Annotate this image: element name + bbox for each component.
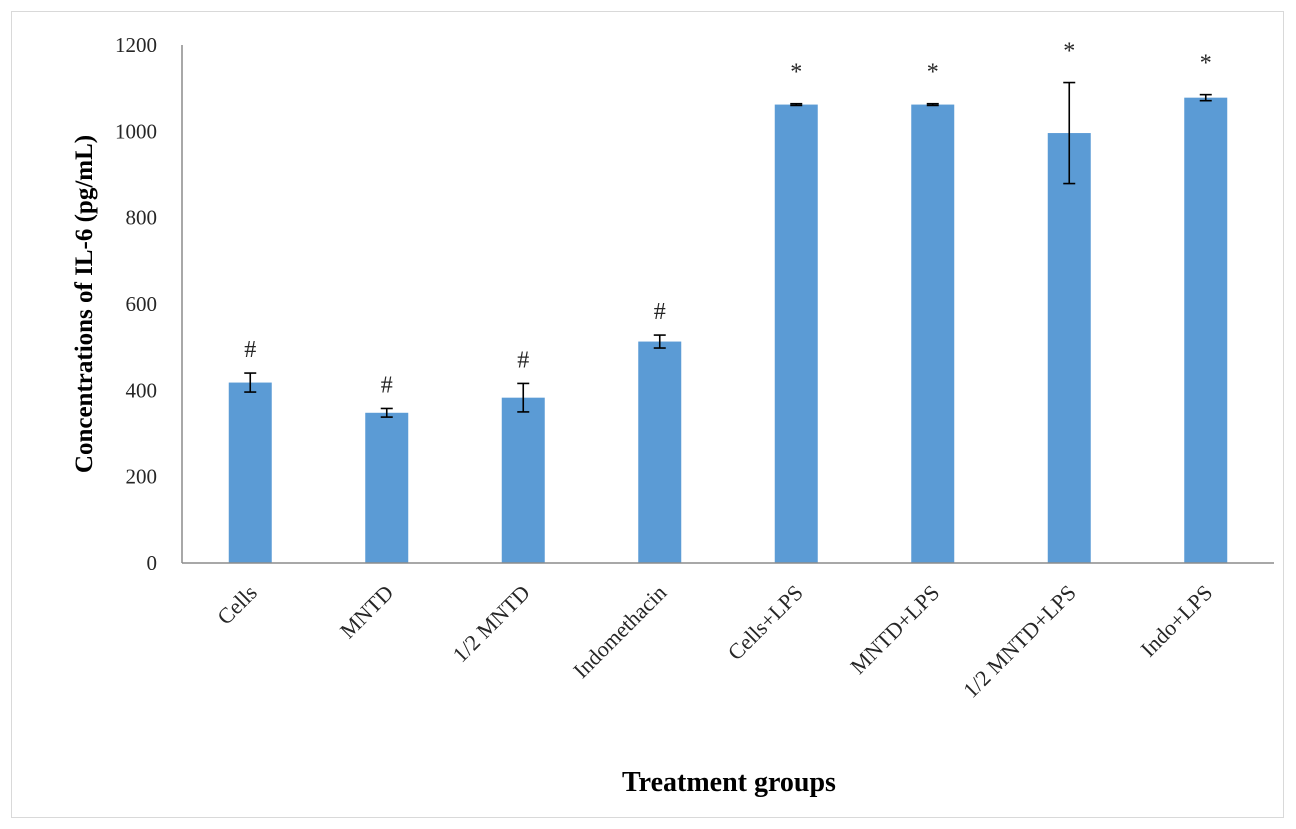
bar	[501, 397, 545, 563]
category-label: Cells	[212, 580, 262, 630]
significance-mark: #	[517, 347, 529, 373]
bar	[365, 412, 409, 563]
category-label: 1/2 MNTD	[448, 580, 535, 667]
bar	[638, 341, 682, 563]
y-tick-label: 200	[126, 465, 158, 489]
category-label: MNTD+LPS	[845, 580, 944, 679]
error-bars	[244, 81, 1212, 418]
y-tick-label: 800	[126, 206, 158, 230]
y-tick-label: 1200	[115, 33, 157, 57]
category-label: 1/2 MNTD+LPS	[958, 580, 1081, 703]
category-labels: Cells MNTD 1/2 MNTD Indomethacin Cells+LPS MN…	[212, 580, 1217, 703]
chart-frame: 0 200 400 600 800 1000 1200 # # # # * * * * Cells MNTD…	[11, 11, 1284, 818]
bars	[228, 97, 1228, 563]
category-label: Cells+LPS	[723, 580, 808, 665]
y-axis-title: Concentrations of IL-6 (pg/mL)	[71, 135, 98, 473]
bar	[228, 382, 272, 563]
category-label: Indomethacin	[568, 580, 671, 683]
significance-mark: *	[1063, 39, 1075, 65]
category-label: Indo+LPS	[1136, 580, 1218, 662]
category-label: MNTD	[335, 580, 398, 643]
y-tick-label: 1000	[115, 119, 157, 143]
bar-chart: 0 200 400 600 800 1000 1200 # # # # * * * * Cells MNTD…	[71, 33, 1274, 798]
x-axis-title: Treatment groups	[622, 767, 836, 798]
y-axis-ticks: 0 200 400 600 800 1000 1200	[115, 33, 157, 575]
bar	[1047, 133, 1091, 563]
significance-mark: *	[1200, 51, 1212, 77]
significance-mark: #	[381, 372, 393, 398]
significance-mark: #	[654, 299, 666, 325]
significance-mark: #	[244, 337, 256, 363]
significance-mark: *	[790, 60, 802, 86]
y-tick-label: 400	[126, 378, 158, 402]
y-tick-label: 600	[126, 292, 158, 316]
bar	[1184, 97, 1228, 563]
bar	[774, 104, 818, 563]
bar	[911, 104, 955, 563]
significance-marks: # # # # * * * *	[244, 39, 1212, 399]
significance-mark: *	[927, 60, 939, 86]
y-tick-label: 0	[147, 551, 158, 575]
